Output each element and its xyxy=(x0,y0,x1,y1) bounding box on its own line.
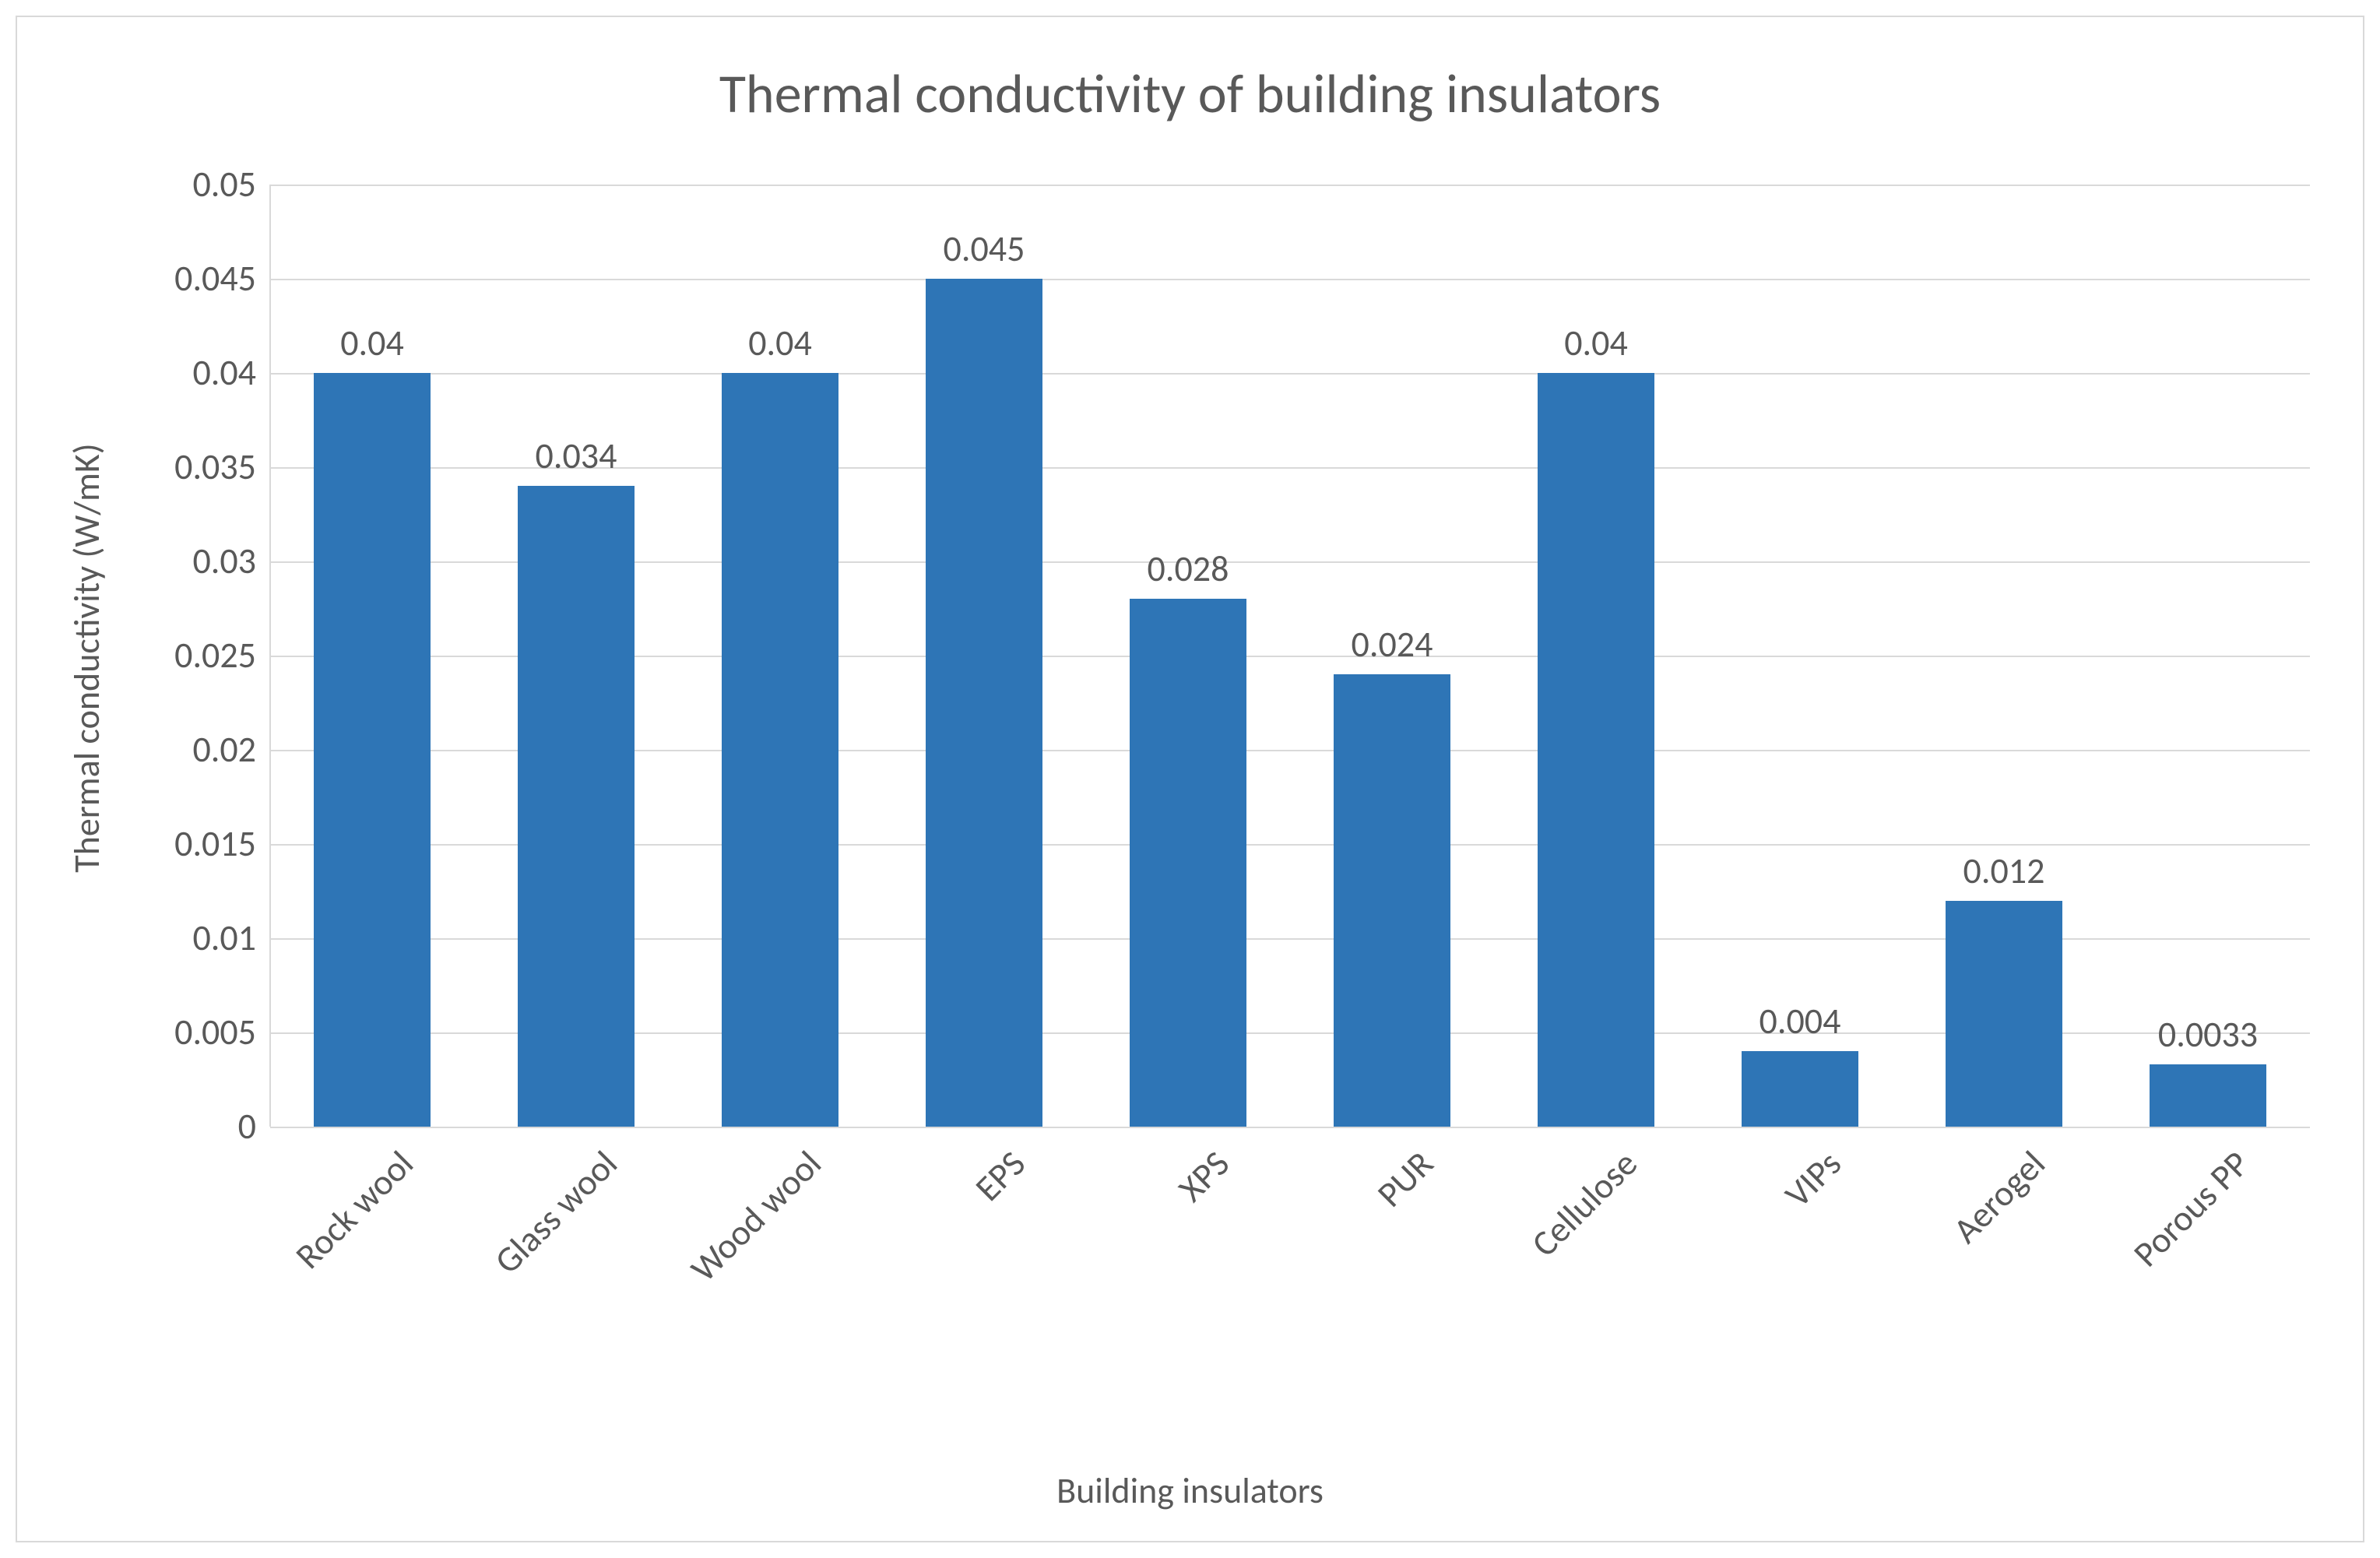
bar-value-label: 0.028 xyxy=(1148,547,1229,599)
bar: 0.012 xyxy=(1946,901,2062,1127)
y-tick-label: 0.04 xyxy=(192,351,270,395)
bar: 0.04 xyxy=(314,373,430,1127)
bar-value-label: 0.04 xyxy=(748,322,812,373)
y-tick-label: 0.005 xyxy=(174,1011,270,1054)
gridline xyxy=(270,373,2310,375)
bar: 0.034 xyxy=(518,486,634,1127)
bar-value-label: 0.045 xyxy=(944,227,1025,279)
bar-value-label: 0.024 xyxy=(1352,623,1433,674)
bar-value-label: 0.04 xyxy=(340,322,404,373)
y-tick-label: 0.03 xyxy=(192,540,270,583)
bar-value-label: 0.0033 xyxy=(2158,1013,2258,1064)
bar: 0.04 xyxy=(722,373,838,1127)
y-tick-label: 0 xyxy=(238,1105,270,1148)
gridline xyxy=(270,279,2310,280)
plot-area: 00.0050.010.0150.020.0250.030.0350.040.0… xyxy=(270,185,2310,1127)
y-axis-line xyxy=(269,185,271,1127)
y-tick-label: 0.015 xyxy=(174,822,270,866)
bar: 0.028 xyxy=(1130,599,1246,1127)
chart-title: Thermal conductivity of building insulat… xyxy=(17,60,2363,127)
y-tick-label: 0.045 xyxy=(174,257,270,301)
bar: 0.0033 xyxy=(2150,1064,2266,1127)
bar: 0.04 xyxy=(1538,373,1654,1127)
bar-value-label: 0.04 xyxy=(1564,322,1628,373)
y-tick-label: 0.02 xyxy=(192,728,270,772)
y-axis-title: Thermal conductivity (W/mK) xyxy=(65,385,109,930)
bar-value-label: 0.004 xyxy=(1760,1000,1841,1051)
gridline xyxy=(270,185,2310,186)
y-tick-label: 0.025 xyxy=(174,634,270,677)
chart-frame: Thermal conductivity of building insulat… xyxy=(16,16,2364,1542)
gridline xyxy=(270,1127,2310,1128)
bar-value-label: 0.034 xyxy=(536,434,617,486)
bar: 0.024 xyxy=(1334,674,1450,1127)
x-axis-title: Building insulators xyxy=(17,1469,2363,1513)
y-tick-label: 0.01 xyxy=(192,916,270,960)
bar: 0.045 xyxy=(926,279,1042,1127)
bar: 0.004 xyxy=(1742,1051,1858,1127)
y-tick-label: 0.035 xyxy=(174,445,270,489)
y-tick-label: 0.05 xyxy=(192,163,270,206)
bar-value-label: 0.012 xyxy=(1963,849,2045,901)
